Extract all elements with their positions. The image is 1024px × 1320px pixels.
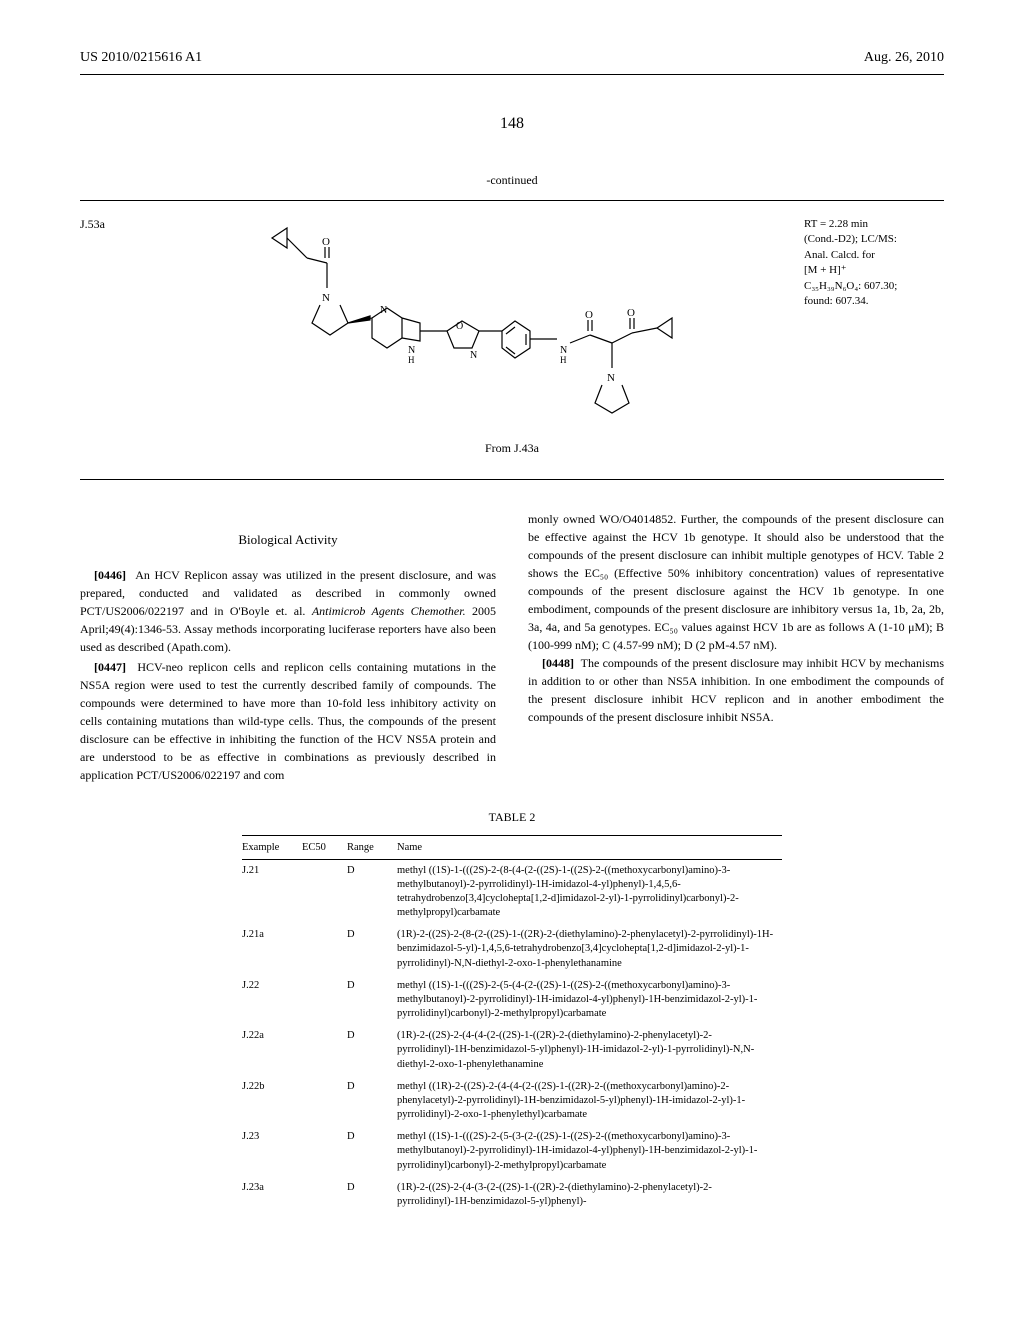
para-num: [0447] — [94, 660, 126, 674]
cell-name: methyl ((1R)-2-((2S)-2-(4-(4-(2-((2S)-1-… — [397, 1076, 782, 1127]
cell-example: J.23a — [242, 1177, 302, 1213]
structure-caption: From J.43a — [80, 441, 944, 456]
cell-range: D — [347, 1126, 397, 1177]
cell-range: D — [347, 924, 397, 975]
para-num: [0448] — [542, 656, 574, 670]
section-title: Biological Activity — [80, 530, 496, 550]
paragraph-0447: [0447] HCV-neo replicon cells and replic… — [80, 658, 496, 784]
structure-analytical-data: RT = 2.28 min (Cond.-D2); LC/MS: Anal. C… — [804, 213, 944, 309]
cell-range: D — [347, 859, 397, 924]
patent-date: Aug. 26, 2010 — [864, 50, 944, 66]
header-rule — [80, 74, 944, 75]
cell-range: D — [347, 1177, 397, 1213]
svg-text:N: N — [380, 305, 387, 316]
cell-range: D — [347, 1025, 397, 1076]
table-header-row: Example EC50 Range Name — [242, 835, 782, 859]
svg-text:H: H — [408, 355, 415, 365]
cell-name: methyl ((1S)-1-(((2S)-2-(5-(4-(2-((2S)-1… — [397, 975, 782, 1026]
svg-text:O: O — [456, 321, 463, 332]
rt-line: (Cond.-D2); LC/MS: — [804, 232, 944, 247]
table-row: J.23 Dmethyl ((1S)-1-(((2S)-2-(5-(3-(2-((… — [242, 1126, 782, 1177]
svg-text:O: O — [322, 236, 330, 248]
paragraph-0448: [0448] The compounds of the present disc… — [528, 654, 944, 726]
para-text: HCV-neo replicon cells and replicon cell… — [80, 660, 496, 782]
cell-example: J.22a — [242, 1025, 302, 1076]
cell-name: (1R)-2-((2S)-2-(8-(2-((2S)-1-((2R)-2-(di… — [397, 924, 782, 975]
patent-number: US 2010/0215616 A1 — [80, 50, 202, 66]
cell-name: methyl ((1S)-1-(((2S)-2-(5-(3-(2-((2S)-1… — [397, 1126, 782, 1177]
rt-line: RT = 2.28 min — [804, 217, 944, 232]
molecule-svg: O N N N H — [212, 223, 732, 423]
table-row: J.23a D(1R)-2-((2S)-2-(4-(3-(2-((2S)-1-((… — [242, 1177, 782, 1213]
table-caption: TABLE 2 — [80, 810, 944, 825]
cell-range: D — [347, 975, 397, 1026]
table-row: J.21 Dmethyl ((1S)-1-(((2S)-2-(8-(4-(2-((… — [242, 859, 782, 924]
table-row: J.22b Dmethyl ((1R)-2-((2S)-2-(4-(4-(2-((… — [242, 1076, 782, 1127]
rt-line: C₃₅H₃₉N₆O₄: 607.30; — [804, 279, 944, 294]
right-column: monly owned WO/O4014852. Further, the co… — [528, 510, 944, 786]
cell-ec50 — [302, 1177, 347, 1213]
page-header: US 2010/0215616 A1 Aug. 26, 2010 — [80, 50, 944, 66]
cell-ec50 — [302, 1076, 347, 1127]
cell-example: J.22b — [242, 1076, 302, 1127]
structure-id: J.53a — [80, 213, 140, 232]
svg-text:O: O — [585, 309, 593, 321]
cell-ec50 — [302, 1025, 347, 1076]
chemical-structure-section: J.53a O N — [80, 200, 944, 480]
svg-text:N: N — [607, 372, 615, 384]
cell-example: J.21 — [242, 859, 302, 924]
continued-label: -continued — [80, 173, 944, 188]
cell-range: D — [347, 1076, 397, 1127]
journal-italic: Antimicrob Agents Chemother. — [312, 604, 466, 618]
cell-ec50 — [302, 859, 347, 924]
col-header-example: Example — [242, 835, 302, 859]
cell-ec50 — [302, 1126, 347, 1177]
rt-line: Anal. Calcd. for — [804, 248, 944, 263]
cell-example: J.21a — [242, 924, 302, 975]
right-col-continuation: monly owned WO/O4014852. Further, the co… — [528, 510, 944, 654]
cell-ec50 — [302, 975, 347, 1026]
body-columns: Biological Activity [0446] An HCV Replic… — [80, 510, 944, 786]
cell-name: (1R)-2-((2S)-2-(4-(4-(2-((2S)-1-((2R)-2-… — [397, 1025, 782, 1076]
col-header-range: Range — [347, 835, 397, 859]
paragraph-0446: [0446] An HCV Replicon assay was utilize… — [80, 566, 496, 656]
svg-text:H: H — [560, 355, 567, 365]
rt-line: found: 607.34. — [804, 294, 944, 309]
svg-text:O: O — [627, 307, 635, 319]
svg-text:N: N — [470, 350, 477, 361]
cell-example: J.22 — [242, 975, 302, 1026]
cell-name: (1R)-2-((2S)-2-(4-(3-(2-((2S)-1-((2R)-2-… — [397, 1177, 782, 1213]
table-row: J.22 Dmethyl ((1S)-1-(((2S)-2-(5-(4-(2-((… — [242, 975, 782, 1026]
table-2: Example EC50 Range Name J.21 Dmethyl ((1S… — [242, 835, 782, 1214]
page-number: 148 — [80, 115, 944, 133]
structure-diagram: O N N N H — [140, 213, 804, 433]
svg-text:N: N — [322, 292, 330, 304]
para-text: The compounds of the present disclosure … — [528, 656, 944, 724]
cell-name: methyl ((1S)-1-(((2S)-2-(8-(4-(2-((2S)-1… — [397, 859, 782, 924]
left-column: Biological Activity [0446] An HCV Replic… — [80, 510, 496, 786]
rt-line: [M + H]⁺ — [804, 263, 944, 278]
table-row: J.21a D(1R)-2-((2S)-2-(8-(2-((2S)-1-((2R)… — [242, 924, 782, 975]
cell-ec50 — [302, 924, 347, 975]
para-num: [0446] — [94, 568, 126, 582]
cell-example: J.23 — [242, 1126, 302, 1177]
col-header-name: Name — [397, 835, 782, 859]
col-header-ec50: EC50 — [302, 835, 347, 859]
table-row: J.22a D(1R)-2-((2S)-2-(4-(4-(2-((2S)-1-((… — [242, 1025, 782, 1076]
